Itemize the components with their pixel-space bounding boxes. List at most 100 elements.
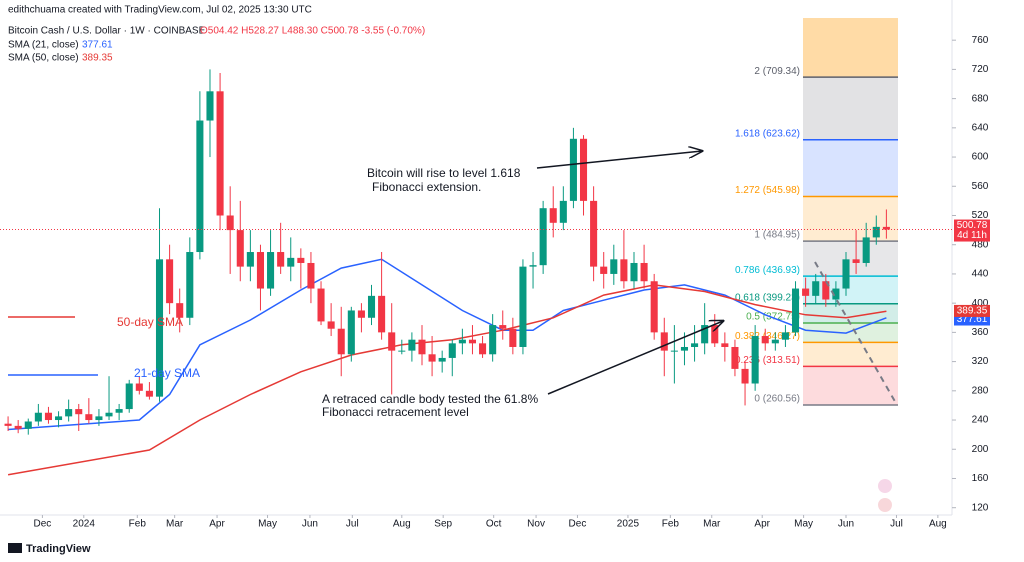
candle-body bbox=[832, 288, 840, 300]
candle-body bbox=[24, 421, 32, 429]
candle-body bbox=[630, 262, 638, 282]
candle-body bbox=[135, 383, 143, 391]
candle-body bbox=[600, 266, 608, 274]
candle-body bbox=[378, 295, 386, 333]
y-tick-label: 280 bbox=[972, 385, 989, 396]
annotation: 50-day SMA bbox=[117, 315, 183, 329]
y-tick-label: 160 bbox=[972, 473, 989, 484]
candle-body bbox=[236, 230, 244, 267]
candle-body bbox=[731, 346, 739, 369]
y-tick-label: 440 bbox=[972, 269, 989, 280]
candle-body bbox=[579, 138, 588, 201]
y-tick-label: 520 bbox=[972, 210, 989, 221]
creator: edithchuama created with TradingView.com… bbox=[8, 5, 312, 16]
candle-body bbox=[650, 281, 658, 333]
candle-body bbox=[166, 259, 174, 304]
candle-body bbox=[559, 200, 567, 223]
candle-body bbox=[125, 383, 133, 410]
candle-body bbox=[317, 288, 325, 322]
y-tick-label: 680 bbox=[972, 93, 989, 104]
candle-body bbox=[791, 288, 800, 333]
candle-body bbox=[307, 262, 315, 289]
candle-body bbox=[115, 409, 123, 413]
candle-body bbox=[287, 257, 295, 267]
logo: TradingView bbox=[26, 543, 91, 555]
candle-body bbox=[256, 252, 264, 289]
candle-body bbox=[347, 310, 355, 355]
candle-body bbox=[186, 252, 194, 318]
price-tag bbox=[954, 219, 990, 242]
arrow bbox=[536, 151, 702, 169]
candle-body bbox=[418, 339, 426, 355]
x-tick-label: 2024 bbox=[73, 519, 96, 530]
y-tick-label: 600 bbox=[972, 152, 989, 163]
candle-body bbox=[549, 208, 557, 223]
sma-tag-label: 377.61 bbox=[957, 314, 988, 325]
fib-label: 2 (709.34) bbox=[754, 66, 800, 77]
candle-body bbox=[670, 350, 678, 352]
candle-body bbox=[489, 325, 497, 355]
y-tick-label: 480 bbox=[972, 239, 989, 250]
candle-body bbox=[44, 412, 52, 421]
candle-body bbox=[408, 339, 416, 351]
candle-body bbox=[468, 339, 476, 344]
candle-body bbox=[640, 262, 648, 282]
candle-body bbox=[802, 288, 810, 296]
candle-body bbox=[75, 409, 83, 415]
candle-body bbox=[882, 226, 890, 230]
candle-body bbox=[267, 252, 275, 289]
candle-body bbox=[701, 325, 709, 344]
annotation: Fibonacci retracement level bbox=[322, 405, 469, 419]
x-tick-label: Feb bbox=[129, 519, 147, 530]
fib-label: 0.236 (313.51) bbox=[735, 355, 800, 366]
x-tick-label: May bbox=[794, 519, 813, 530]
candle-body bbox=[216, 91, 224, 216]
candle-body bbox=[155, 259, 164, 397]
x-tick-label: Dec bbox=[569, 519, 587, 530]
legend-sma50: SMA (50, close) bbox=[8, 53, 79, 64]
fib-band bbox=[803, 323, 898, 343]
candle-body bbox=[761, 336, 769, 344]
candle-body bbox=[438, 357, 446, 362]
candle-body bbox=[176, 303, 184, 318]
candle-body bbox=[741, 368, 749, 384]
plot bbox=[4, 69, 890, 476]
candle-body bbox=[458, 339, 466, 344]
fib-band bbox=[803, 77, 898, 140]
y-tick-label: 360 bbox=[972, 327, 989, 338]
candle-body bbox=[680, 346, 689, 351]
candle-body bbox=[357, 310, 365, 318]
candle-body bbox=[206, 91, 214, 121]
legend-sma50-value: 389.35 bbox=[82, 53, 113, 64]
x-tick-label: Apr bbox=[209, 519, 225, 530]
annotation: Fibonacci extension. bbox=[372, 180, 481, 194]
candle-body bbox=[479, 343, 487, 355]
x-tick-label: Mar bbox=[166, 519, 184, 530]
candle-body bbox=[721, 343, 729, 347]
candle-body bbox=[660, 332, 668, 351]
y-tick-label: 240 bbox=[972, 415, 989, 426]
icon bbox=[878, 498, 892, 512]
candle-body bbox=[337, 328, 345, 355]
x-tick-label: Dec bbox=[34, 519, 52, 530]
candle-body bbox=[822, 281, 830, 300]
candle-body bbox=[14, 425, 22, 429]
fib-zone: 0 (260.56)0.236 (313.51)0.382 (346.27)0.… bbox=[735, 18, 898, 406]
y-tick-label: 640 bbox=[972, 122, 989, 133]
y-tick-label: 120 bbox=[972, 502, 989, 513]
sma-tag bbox=[954, 304, 990, 317]
x-tick-label: Jul bbox=[346, 519, 359, 530]
candle-body bbox=[842, 259, 850, 289]
candle-body bbox=[872, 226, 880, 238]
fib-label: 0 (260.56) bbox=[754, 394, 800, 405]
fib-label: 0.786 (436.93) bbox=[735, 265, 800, 276]
x-tick-label: Apr bbox=[754, 519, 770, 530]
icon bbox=[878, 479, 892, 493]
candle-body bbox=[297, 257, 305, 263]
fib-band bbox=[803, 342, 898, 367]
candle-body bbox=[327, 321, 335, 329]
candle-body bbox=[812, 281, 820, 296]
candle-body bbox=[509, 328, 517, 347]
candle-body bbox=[428, 354, 436, 362]
x-tick-label: Feb bbox=[662, 519, 680, 530]
